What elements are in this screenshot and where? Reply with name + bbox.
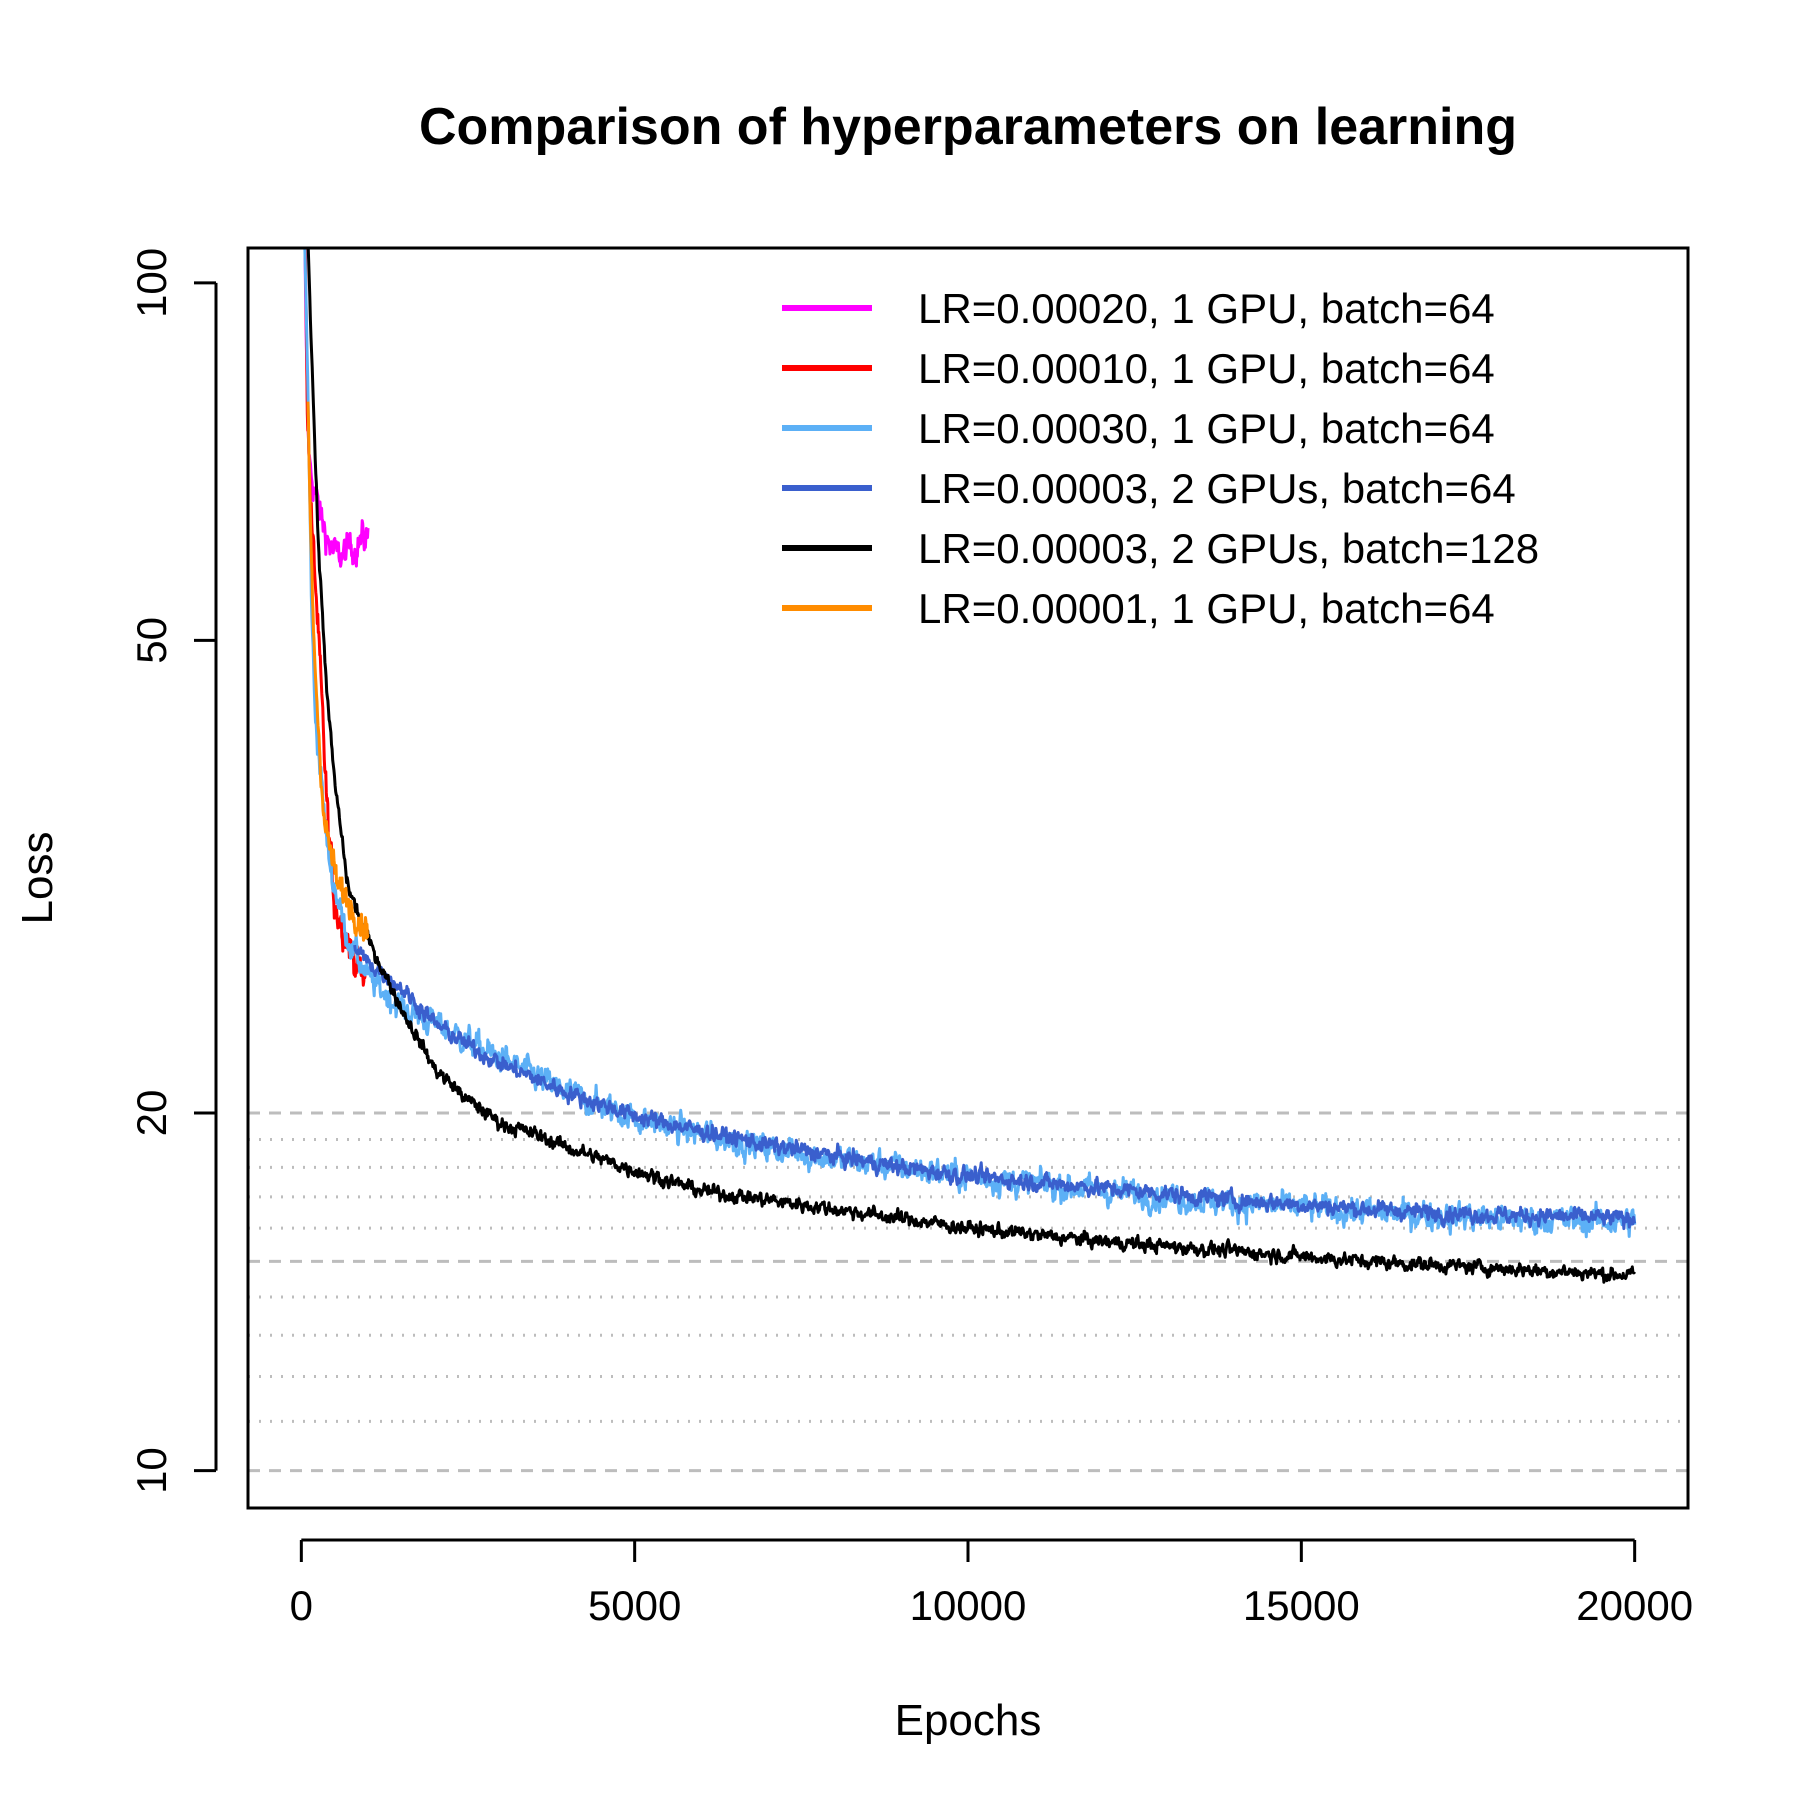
series-line-2 (303, 248, 367, 987)
x-tick-label: 15000 (1243, 1582, 1360, 1629)
x-tick-label: 5000 (588, 1582, 681, 1629)
x-tick-label: 20000 (1576, 1582, 1693, 1629)
legend-label: LR=0.00020, 1 GPU, batch=64 (918, 285, 1495, 332)
x-axis: 0 5000 10000 15000 20000 (290, 1538, 1693, 1629)
x-axis-label: Epochs (895, 1696, 1042, 1745)
series-layer (303, 248, 1637, 1284)
legend-label: LR=0.00003, 2 GPUs, batch=128 (918, 525, 1539, 572)
series-line-5 (306, 248, 1636, 1284)
chart-title: Comparison of hyperparameters on learnin… (419, 98, 1517, 156)
legend-label: LR=0.00003, 2 GPUs, batch=64 (918, 465, 1516, 512)
y-tick-label: 100 (128, 248, 175, 318)
y-tick-label: 10 (128, 1447, 175, 1494)
y-axis: 10 20 50 100 (128, 248, 218, 1494)
x-tick-label: 0 (290, 1582, 313, 1629)
plot-frame (246, 246, 1690, 1510)
legend-label: LR=0.00030, 1 GPU, batch=64 (918, 405, 1495, 452)
legend-label: LR=0.00010, 1 GPU, batch=64 (918, 345, 1495, 392)
legend-label: LR=0.00001, 1 GPU, batch=64 (918, 585, 1495, 632)
x-tick-label: 10000 (910, 1582, 1027, 1629)
y-tick-label: 20 (128, 1090, 175, 1137)
y-axis-label: Loss (13, 832, 62, 925)
series-line-6 (306, 401, 370, 942)
legend: LR=0.00020, 1 GPU, batch=64 LR=0.00010, 1… (782, 285, 1539, 632)
y-tick-label: 50 (128, 617, 175, 664)
series-line-4 (353, 944, 1637, 1231)
